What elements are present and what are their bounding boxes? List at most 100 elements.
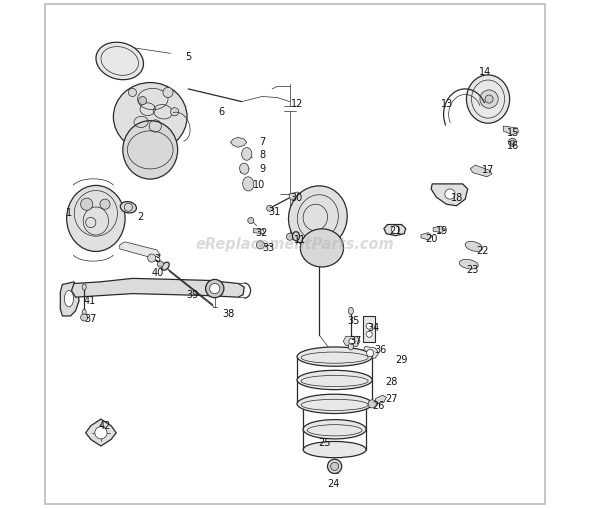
Text: 29: 29 [395,355,408,365]
Circle shape [445,189,455,199]
Text: 6: 6 [218,107,224,117]
Circle shape [510,140,514,144]
Text: 33: 33 [263,243,275,253]
Circle shape [480,90,498,108]
Ellipse shape [113,82,187,151]
Polygon shape [253,229,264,234]
FancyBboxPatch shape [363,316,375,342]
Circle shape [100,199,110,209]
Ellipse shape [82,309,86,315]
Circle shape [158,261,163,267]
Text: 32: 32 [256,228,268,238]
Ellipse shape [242,177,254,191]
Text: 13: 13 [441,99,454,109]
Polygon shape [60,282,79,316]
Ellipse shape [297,394,372,414]
Text: 26: 26 [373,401,385,411]
Circle shape [248,217,254,224]
Ellipse shape [123,120,178,179]
Ellipse shape [300,229,343,267]
Ellipse shape [242,147,252,161]
Text: 35: 35 [348,316,360,326]
Polygon shape [470,165,492,177]
Polygon shape [71,278,244,297]
Circle shape [95,427,107,439]
Ellipse shape [348,343,353,350]
Ellipse shape [82,284,86,290]
Circle shape [81,314,88,321]
Ellipse shape [465,241,483,251]
Polygon shape [433,226,445,233]
Text: 23: 23 [467,265,479,275]
Ellipse shape [289,186,348,249]
Polygon shape [120,242,160,258]
Text: 37: 37 [350,336,362,346]
Text: 40: 40 [152,268,164,278]
Text: 20: 20 [425,234,437,244]
Circle shape [139,97,147,105]
Ellipse shape [293,232,300,241]
Circle shape [81,198,93,210]
Text: 2: 2 [137,212,143,223]
Circle shape [366,331,372,337]
Polygon shape [343,336,360,346]
Ellipse shape [162,262,169,270]
Circle shape [209,283,220,294]
Circle shape [171,108,179,116]
Text: 12: 12 [291,99,304,109]
Circle shape [349,338,355,344]
Polygon shape [384,225,406,236]
Circle shape [330,462,339,470]
Polygon shape [231,137,247,147]
Ellipse shape [64,291,74,307]
Circle shape [267,205,273,211]
Text: 39: 39 [186,290,198,300]
Circle shape [368,400,376,408]
Text: 19: 19 [436,226,448,236]
Circle shape [509,138,516,146]
Text: 14: 14 [479,67,491,77]
Text: 34: 34 [368,323,380,333]
Ellipse shape [459,260,478,269]
Text: 9: 9 [259,164,265,174]
Circle shape [257,241,264,249]
Text: 8: 8 [259,150,265,160]
Text: 10: 10 [253,180,266,190]
Polygon shape [375,395,386,404]
Ellipse shape [297,370,372,390]
Ellipse shape [297,347,372,366]
Text: 25: 25 [318,438,331,448]
Circle shape [129,88,136,97]
Text: 36: 36 [374,344,386,355]
Text: 16: 16 [507,141,520,151]
Text: 30: 30 [290,193,302,203]
Text: 21: 21 [389,226,402,236]
Text: 28: 28 [385,377,398,387]
Polygon shape [431,184,468,206]
Text: 22: 22 [477,246,489,257]
Polygon shape [362,346,379,358]
Text: eReplacementParts.com: eReplacementParts.com [196,237,394,252]
Text: 3: 3 [155,254,161,264]
Text: 41: 41 [83,296,96,306]
Ellipse shape [120,202,136,213]
Text: 17: 17 [482,165,494,175]
Ellipse shape [348,307,353,314]
Text: 38: 38 [222,309,234,319]
Circle shape [392,226,399,234]
Text: 7: 7 [259,137,265,147]
Ellipse shape [67,185,125,251]
Circle shape [148,254,156,262]
Text: 37: 37 [84,314,97,324]
Ellipse shape [240,163,249,174]
Circle shape [205,279,224,298]
Circle shape [366,323,372,329]
Polygon shape [421,233,432,240]
Text: 31: 31 [268,207,281,217]
Text: 27: 27 [385,394,398,404]
Text: 15: 15 [507,128,520,138]
Circle shape [286,233,293,240]
Ellipse shape [303,420,366,439]
Polygon shape [503,126,519,135]
Polygon shape [86,419,116,446]
